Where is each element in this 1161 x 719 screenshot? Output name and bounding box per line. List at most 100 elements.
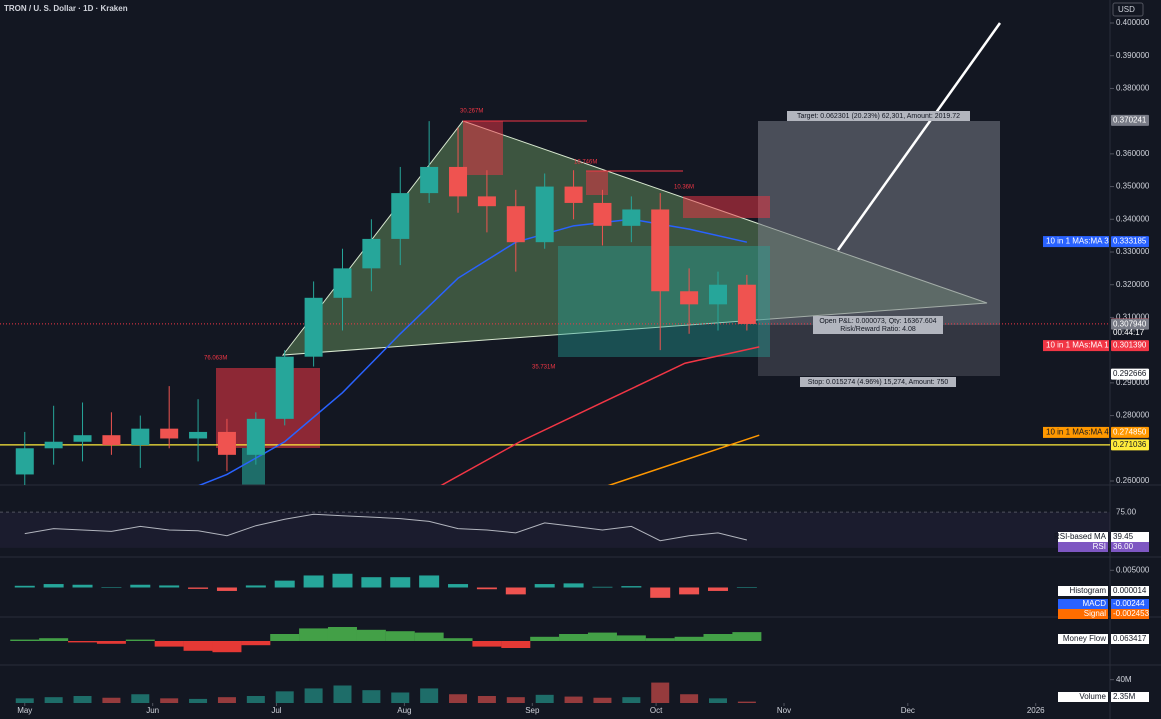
currency[interactable]: USD — [1118, 5, 1135, 14]
volume-bar — [708, 698, 727, 703]
volume-bar — [131, 694, 150, 703]
candle-body — [131, 428, 150, 446]
y-tick-label: 0.280000 — [1116, 411, 1150, 420]
candle-body — [333, 268, 352, 298]
price-tag — [1111, 114, 1149, 126]
volume-bar — [160, 698, 179, 703]
position-label: Open P&L: 0.000073, Qty: 16367.604 — [819, 318, 936, 325]
red-zone — [683, 196, 770, 218]
macd-histogram-bar — [159, 585, 180, 588]
price-tag-label: 0.274850 — [1113, 428, 1147, 437]
legend-name-box — [1058, 532, 1108, 542]
money-flow-bar — [270, 634, 300, 641]
legend-name-box — [1058, 586, 1108, 596]
candle-body — [304, 297, 323, 357]
legend-value-box — [1111, 542, 1149, 552]
legend-value-box — [1111, 692, 1149, 702]
y-tick-label: 0.400000 — [1116, 18, 1150, 27]
volume-bar — [535, 694, 554, 703]
moving-average — [607, 434, 760, 485]
money-flow-bar — [212, 641, 242, 653]
legend-name: Volume — [1079, 692, 1106, 701]
x-tick-label: Nov — [777, 706, 791, 715]
legend-value: -0.002453 — [1113, 609, 1150, 618]
money-flow-bar — [530, 636, 560, 641]
volume-bar — [189, 698, 208, 703]
teal-zone — [242, 448, 265, 485]
candle-body — [246, 418, 265, 455]
price-tag — [1111, 236, 1149, 248]
money-flow-bar — [703, 634, 733, 641]
macd-histogram-bar — [621, 586, 642, 588]
price-tag-label: 0.307940 — [1113, 319, 1147, 328]
candle-body — [535, 186, 554, 243]
rsi-line — [24, 513, 747, 542]
macd-histogram-bar — [419, 575, 440, 588]
y-tick-label: 0.260000 — [1116, 476, 1150, 485]
volume-bar — [44, 697, 63, 703]
legend-name-box — [1058, 609, 1108, 619]
candle-body — [680, 291, 699, 305]
candle-body — [737, 284, 756, 324]
y-tick-label: 0.290000 — [1116, 378, 1150, 387]
y-tick-label: 0.350000 — [1116, 182, 1150, 191]
candle-body — [189, 431, 208, 439]
y-tick-label: 0.320000 — [1116, 280, 1150, 289]
macd-histogram-bar — [332, 573, 353, 588]
macd-level-label: 0.005000 — [1116, 565, 1150, 574]
ma-name-box — [1043, 340, 1109, 352]
legend-value-box — [1111, 609, 1149, 619]
candle-body — [160, 428, 179, 439]
candle-body — [622, 209, 641, 226]
candle-body — [73, 435, 92, 442]
candle-body — [391, 193, 410, 239]
legend-value-box — [1111, 532, 1149, 542]
currency-box[interactable] — [1112, 2, 1144, 17]
position-label: Risk/Reward Ratio: 4.08 — [840, 326, 916, 333]
money-flow-bar — [472, 641, 502, 647]
x-tick-label: Dec — [901, 706, 915, 715]
macd-histogram-bar — [43, 584, 64, 588]
volume-annotation: 76.063M — [204, 356, 227, 362]
legend-name: MACD — [1082, 599, 1106, 608]
legend-value: 39.45 — [1113, 532, 1134, 541]
symbol-title: TRON / U. S. Dollar · 1D · Kraken — [4, 4, 128, 13]
red-zone — [586, 171, 608, 195]
legend-name: Histogram — [1070, 586, 1107, 595]
money-flow-bar — [125, 639, 155, 641]
macd-histogram-bar — [563, 583, 584, 588]
x-tick-label: Oct — [650, 706, 663, 715]
candle-body — [477, 196, 496, 207]
legend-name: Money Flow — [1063, 634, 1106, 643]
legend-value: 2.35M — [1113, 692, 1136, 701]
position-label-box — [787, 111, 970, 121]
volume-annotation: 35.731M — [532, 365, 555, 371]
x-tick-label: May — [17, 706, 32, 715]
volume-bar — [275, 691, 294, 703]
volume-level-label: 40M — [1116, 675, 1132, 684]
legend-value: -0.00244 — [1113, 599, 1145, 608]
money-flow-bar — [356, 629, 386, 641]
projection-line — [836, 22, 1002, 251]
price-pane — [0, 121, 1110, 485]
y-tick-label: 0.340000 — [1116, 214, 1150, 223]
price-tag — [1111, 318, 1149, 330]
price-tag-label: 0.301390 — [1113, 341, 1147, 350]
macd-histogram-bar — [188, 587, 209, 589]
volume-bar — [737, 701, 756, 703]
money-flow-bar — [443, 638, 473, 641]
macd-histogram-bar — [707, 587, 728, 591]
price-tag-label: 0.333185 — [1113, 237, 1147, 246]
volume-bar — [304, 688, 323, 703]
macd-histogram-bar — [679, 587, 700, 595]
candle-body — [362, 238, 381, 269]
legend-name: RSI — [1093, 542, 1106, 551]
legend-name-box — [1058, 634, 1108, 644]
volume-bar — [217, 697, 236, 703]
y-tick-label: 0.310000 — [1116, 313, 1150, 322]
ma-name-box — [1043, 236, 1109, 248]
volume-bar — [680, 694, 699, 703]
money-flow-bar — [559, 634, 589, 641]
volume-bar — [564, 696, 583, 703]
volume-bar — [246, 696, 265, 703]
